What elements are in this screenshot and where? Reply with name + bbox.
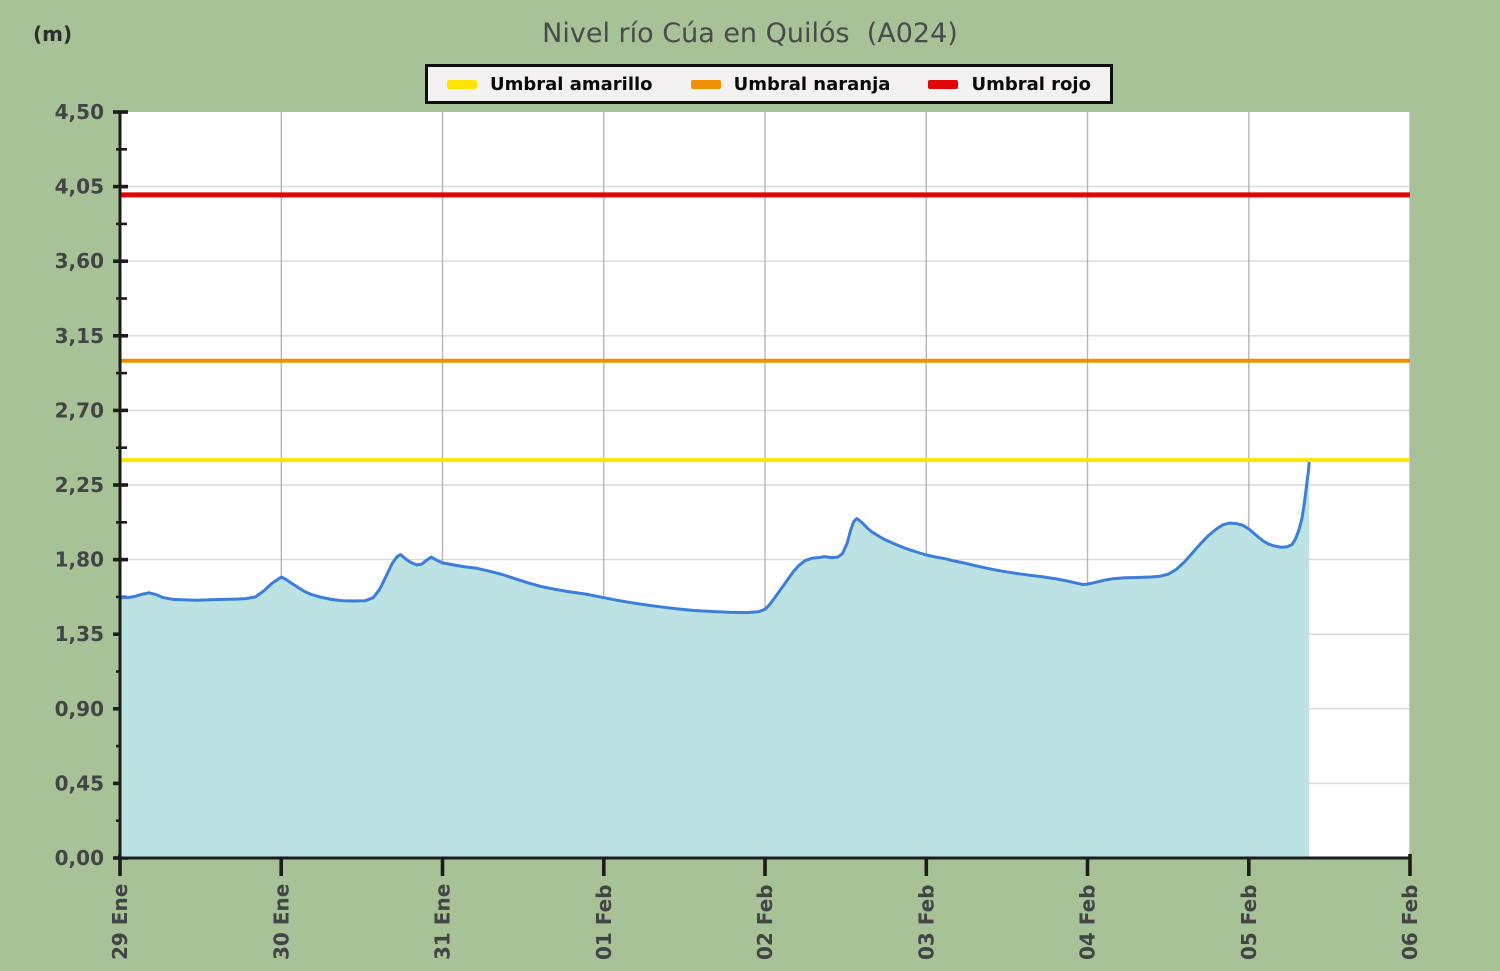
x-major-tick — [924, 854, 929, 876]
orange-dash-swatch-icon — [690, 79, 721, 89]
legend-item-umbral-amarillo: Umbral amarillo — [447, 74, 653, 95]
x-axis-ticks: 29 Ene 30 Ene 31 Ene 01 Feb 02 Feb 03 Feb 04 F… — [108, 854, 1422, 960]
y-tick-label: 4,05 — [55, 175, 104, 199]
y-tick-label: 3,15 — [55, 324, 104, 348]
x-tick-label: 04 Feb — [1076, 884, 1100, 960]
x-major-tick — [279, 854, 283, 876]
x-major-tick — [1247, 854, 1251, 876]
x-major-tick — [440, 854, 445, 876]
x-tick-label: 01 Feb — [592, 884, 616, 960]
x-major-tick — [602, 854, 606, 876]
x-tick-label: 06 Feb — [1398, 884, 1422, 960]
y-tick-label: 3,60 — [55, 249, 104, 273]
y-tick-label: 0,90 — [55, 697, 104, 721]
x-major-tick — [763, 854, 767, 876]
x-major-tick — [1085, 854, 1090, 876]
x-tick-label: 03 Feb — [914, 884, 938, 960]
y-tick-label: 1,80 — [55, 548, 104, 572]
y-tick-label: 4,50 — [55, 100, 104, 124]
x-tick-label: 29 Ene — [108, 884, 132, 960]
x-major-tick — [1408, 854, 1412, 876]
red-dash-swatch-icon — [928, 79, 959, 89]
y-tick-label: 0,45 — [55, 771, 104, 795]
x-tick-label: 31 Ene — [431, 884, 455, 960]
x-tick-label: 30 Ene — [269, 884, 293, 960]
level-area-fill — [120, 461, 1310, 858]
x-tick-label: 05 Feb — [1237, 884, 1261, 960]
legend-label: Umbral amarillo — [490, 73, 653, 95]
x-major-tick — [118, 854, 122, 876]
y-tick-label: 1,35 — [55, 622, 104, 646]
y-tick-label: 2,25 — [55, 473, 104, 497]
yellow-dash-swatch-icon — [447, 79, 478, 89]
page-title: Nivel río Cúa en Quilós (A024) — [542, 18, 958, 49]
y-tick-label: 0,00 — [55, 846, 104, 870]
legend: Umbral amarillo Umbral naranja Umbral ro… — [425, 64, 1113, 104]
y-axis-ticks: 0,00 0,45 0,90 1,35 1,80 2,25 2,70 3,15 3,60 4,05… — [55, 100, 128, 870]
y-tick-label: 2,70 — [55, 398, 104, 422]
y-axis-unit-label: (m) — [33, 22, 73, 46]
threshold-lines — [120, 192, 1410, 463]
legend-item-umbral-naranja: Umbral naranja — [690, 73, 891, 95]
legend-item-umbral-rojo: Umbral rojo — [928, 74, 1091, 95]
legend-label: Umbral naranja — [733, 73, 891, 95]
x-tick-label: 02 Feb — [753, 884, 777, 960]
level-line — [118, 460, 1311, 615]
legend-label: Umbral rojo — [971, 73, 1091, 95]
